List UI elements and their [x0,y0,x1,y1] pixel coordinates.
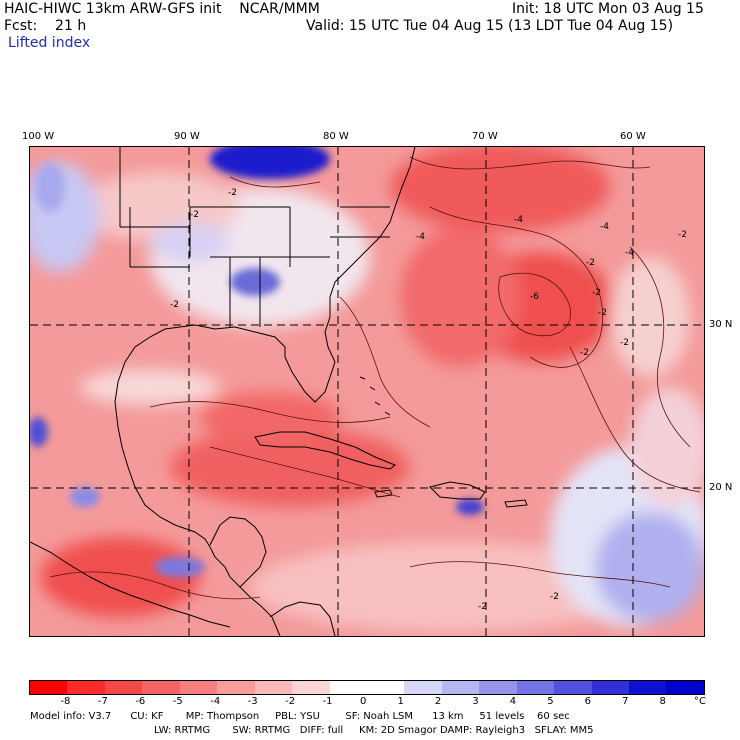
colorbar-segment [142,681,180,694]
colorbar-tick-label: 1 [397,696,404,707]
colorbar-segment [217,681,255,694]
lon-label: 80 W [323,131,349,142]
colorbar-unit: °C [694,696,706,707]
model-info-line2: LW: RRTMG SW: RRTMG DIFF: full KM: 2D Sm… [154,725,594,736]
colorbar-segment [329,681,367,694]
colorbar-segment [516,681,555,694]
contour-label: -2 [170,300,179,310]
colorbar-tick-label: -6 [135,696,146,707]
colorbar-segment [366,681,405,694]
coastlines [30,147,528,636]
colorbar-segment [292,681,330,694]
field-shading [30,147,704,632]
contours [49,156,701,600]
lon-label: 60 W [620,131,646,142]
colorbar-segment [254,681,293,694]
contour-label: -2 [228,188,237,198]
contour-label: -2 [190,210,199,220]
field-highlights [30,147,484,577]
contour-label: -4 [514,215,523,225]
contour-label: -2 [580,348,589,358]
contour-label: -2 [586,258,595,268]
contour-label: -2 [550,592,559,602]
colorbar-segment [629,681,667,694]
colorbar-segment [554,681,592,694]
colorbar-segment [591,681,629,694]
colorbar-tick-label: -2 [285,696,296,707]
lat-label: 20 N [709,482,733,493]
colorbar-tick-label: 2 [434,696,442,707]
contour-label: -6 [530,292,539,302]
colorbar-tick-label: -8 [60,696,71,707]
contour-label: -4 [416,232,425,242]
colorbar-tick-label: 4 [509,696,517,707]
lifted-index-map: -2 -2 -4 -4 -4 -6 -2 -2 -2 -2 -2 -2 -2 -… [29,146,705,637]
colorbar-segment [30,681,68,694]
colorbar-segment [104,681,143,694]
colorbar-tick-label: -5 [172,696,183,707]
colorbar-segment [179,681,218,694]
init-time: Init: 18 UTC Mon 03 Aug 15 [512,1,704,17]
colorbar-segment [67,681,105,694]
contour-label: -2 [478,602,487,612]
map-graphic: -2 -2 -4 -4 -4 -6 -2 -2 -2 -2 -2 -2 -2 -… [30,147,704,636]
valid-time: Valid: 15 UTC Tue 04 Aug 15 (13 LDT Tue … [306,18,674,34]
colorbar [29,680,705,695]
colorbar-tick-label: -7 [97,696,108,707]
model-info-line1: Model info: V3.7 CU: KF MP: Thompson PBL… [30,711,570,722]
contour-label: -2 [592,288,601,298]
lat-label: 30 N [709,319,733,330]
contour-label: -2 [678,230,687,240]
lon-label: 70 W [472,131,498,142]
contour-label: -2 [598,308,607,318]
colorbar-tick-label: 0 [360,696,367,707]
colorbar-segment [479,681,517,694]
colorbar-segment [404,681,442,694]
contour-label-group: -2 -2 -4 -4 -4 -6 -2 -2 -2 -2 -2 -2 -2 -… [170,188,687,612]
colorbar-segment [666,681,704,694]
contour-label: -2 [620,338,629,348]
model-title: HAIC-HIWC 13km ARW-GFS init NCAR/MMM [4,1,320,17]
colorbar-tick-label: -1 [322,696,333,707]
colorbar-segment [441,681,480,694]
contour-label: -4 [625,248,634,258]
colorbar-tick-label: 3 [472,696,479,707]
lon-label: 90 W [174,131,200,142]
colorbar-tick-label: 7 [622,696,629,707]
colorbar-tick-label: 6 [584,696,592,707]
graticule [30,147,704,636]
colorbar-tick-label: 5 [547,696,554,707]
forecast-hour: Fcst: 21 h [4,18,87,34]
field-name: Lifted index [8,35,91,51]
contour-label: -4 [600,222,609,232]
lon-label: 100 W [22,131,55,142]
colorbar-tick-label: -3 [247,696,258,707]
colorbar-tick-label: 8 [659,696,666,707]
colorbar-tick-label: -4 [210,696,221,707]
